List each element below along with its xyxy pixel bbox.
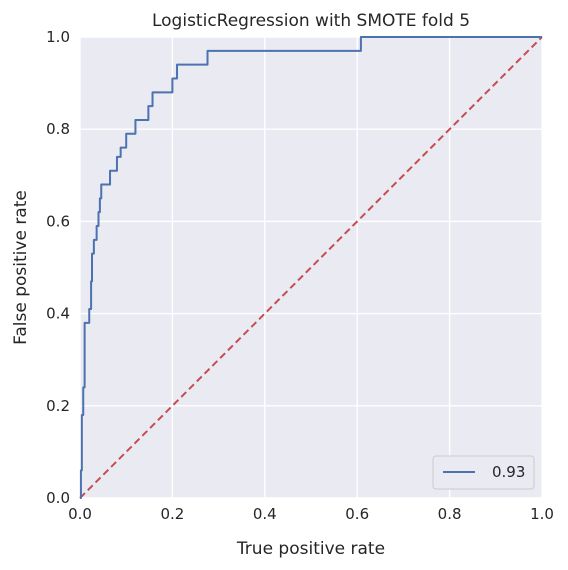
y-axis-label: False positive rate [11, 190, 31, 345]
legend-box [432, 455, 535, 490]
x-axis-label: True positive rate [236, 539, 385, 559]
chance-diagonal-line [79, 36, 543, 499]
x-tick-label: 1.0 [530, 505, 554, 523]
x-tick-label: 0.8 [438, 505, 462, 523]
y-tick-label: 0.0 [46, 489, 70, 507]
tick-labels: 0.0 0.2 0.4 0.6 0.8 1.0 0.0 0.2 0.4 0.6 0.8 1.0 [46, 28, 554, 523]
roc-curve-line [79, 36, 542, 499]
x-tick-label: 0.6 [345, 505, 369, 523]
y-tick-label: 0.6 [46, 212, 70, 230]
chart-title: LogisticRegression with SMOTE fold 5 [152, 11, 470, 31]
series-layer [79, 36, 543, 499]
y-tick-label: 1.0 [46, 28, 70, 46]
legend-label: 0.93 [492, 463, 525, 481]
y-tick-label: 0.8 [46, 120, 70, 138]
x-tick-label: 0.2 [160, 505, 184, 523]
x-tick-label: 0.0 [68, 505, 92, 523]
grid [79, 36, 543, 499]
legend: 0.93 [432, 455, 535, 490]
x-tick-label: 0.4 [253, 505, 277, 523]
y-tick-label: 0.4 [46, 305, 70, 323]
y-tick-label: 0.2 [46, 397, 70, 415]
